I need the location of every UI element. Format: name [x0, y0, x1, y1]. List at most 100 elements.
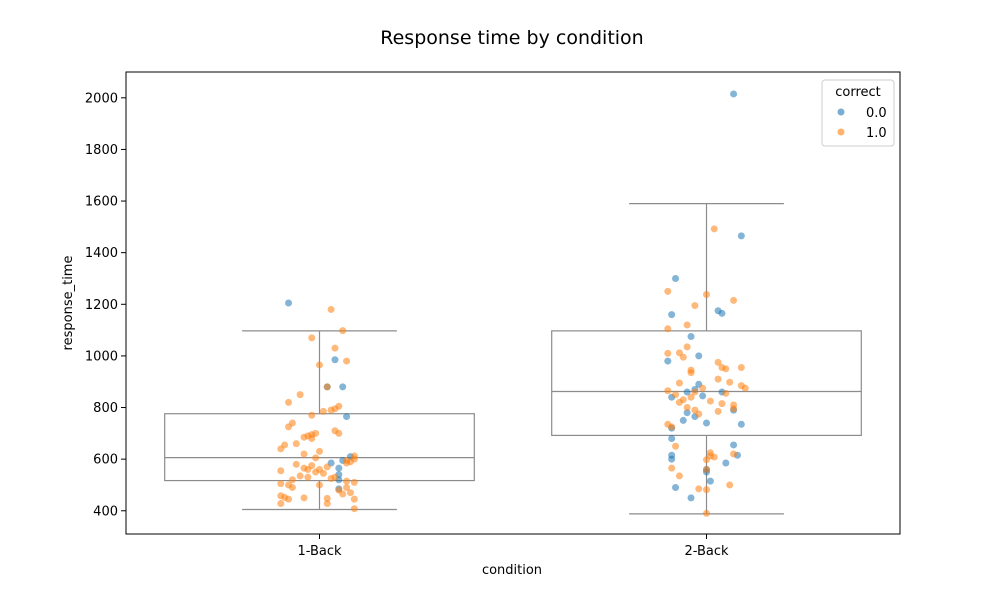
y-axis: 400 600 800 1000 1200 1400 1600 1800 2000 [85, 91, 126, 519]
legend-entry-0: 0.0 [866, 106, 887, 121]
box-1-Back [164, 330, 475, 511]
data-point [706, 397, 714, 405]
data-point [718, 309, 726, 317]
data-point [687, 369, 695, 377]
data-point [296, 391, 304, 399]
data-point [687, 393, 695, 401]
data-point [679, 416, 687, 424]
data-point [288, 484, 296, 492]
data-point [343, 357, 351, 365]
data-point [730, 90, 738, 98]
series-correct-1.0 [277, 225, 749, 517]
data-point [679, 353, 687, 361]
y-tick-label: 1200 [85, 298, 118, 313]
data-point [285, 299, 293, 307]
data-point [308, 435, 316, 443]
data-point [664, 287, 672, 295]
data-point [726, 378, 734, 386]
data-point [672, 391, 680, 399]
data-point [683, 343, 691, 351]
data-point [327, 305, 335, 313]
data-point [312, 468, 320, 476]
data-point [327, 475, 335, 483]
data-point [343, 484, 351, 492]
series-correct-0.0 [285, 90, 745, 502]
data-point [695, 410, 703, 418]
data-point [722, 365, 730, 373]
data-point [277, 500, 285, 508]
data-point [687, 494, 695, 502]
data-point [695, 352, 703, 360]
data-point [343, 477, 351, 485]
data-point [675, 379, 683, 387]
data-point [668, 435, 676, 443]
data-point [350, 495, 358, 503]
data-point [292, 440, 300, 448]
data-point [691, 388, 699, 396]
legend[interactable]: correct 0.0 1.0 [821, 79, 895, 147]
data-point [668, 464, 676, 472]
chart-title: Response time by condition [380, 27, 643, 49]
data-point [710, 225, 718, 233]
data-point [288, 476, 296, 484]
data-point [335, 429, 343, 437]
data-point [277, 445, 285, 453]
y-tick-label: 2000 [85, 91, 118, 106]
data-point [296, 472, 304, 480]
data-point [343, 413, 351, 421]
iqr-box [164, 413, 475, 482]
data-point [277, 467, 285, 475]
data-point [300, 494, 308, 502]
data-point [703, 456, 710, 464]
data-point [331, 356, 339, 364]
legend-marker-0 [837, 108, 845, 116]
y-tick-label: 1800 [85, 143, 118, 158]
data-point [672, 484, 680, 492]
data-point [703, 509, 710, 517]
data-point [714, 375, 722, 383]
data-point [730, 441, 738, 449]
x-tick-label: 1-Back [297, 544, 342, 559]
data-point [737, 232, 745, 240]
data-point [730, 296, 738, 304]
data-point [285, 423, 293, 431]
data-point [699, 392, 707, 400]
data-point [285, 495, 293, 503]
data-point [316, 481, 323, 489]
legend-title: correct [835, 85, 881, 100]
x-axis: 1-Back 2-Back [297, 534, 729, 559]
data-point [323, 500, 331, 508]
data-point [726, 481, 734, 489]
data-point [714, 407, 722, 415]
data-point [304, 465, 312, 473]
data-point [327, 406, 335, 414]
data-point [687, 333, 695, 341]
data-point [285, 398, 293, 406]
y-axis-label: response_time [61, 256, 76, 351]
data-point [691, 302, 699, 310]
data-point [675, 398, 683, 406]
legend-marker-1 [837, 128, 845, 136]
plot-frame [125, 71, 901, 535]
data-point [706, 477, 714, 485]
data-point [703, 290, 710, 298]
y-tick-label: 600 [93, 453, 118, 468]
data-point [722, 389, 730, 397]
data-point [308, 334, 316, 342]
data-point [292, 460, 300, 468]
y-tick-label: 1000 [85, 349, 118, 364]
data-point [331, 344, 339, 352]
data-point [718, 400, 726, 408]
data-point [695, 485, 703, 493]
data-point [664, 349, 672, 357]
data-point [319, 469, 327, 477]
y-tick-label: 800 [93, 401, 118, 416]
data-point [343, 459, 351, 467]
data-point [316, 361, 323, 369]
data-point [304, 473, 312, 481]
data-point [737, 420, 745, 428]
data-point [664, 357, 672, 365]
data-point [668, 423, 676, 431]
data-point [350, 505, 358, 513]
